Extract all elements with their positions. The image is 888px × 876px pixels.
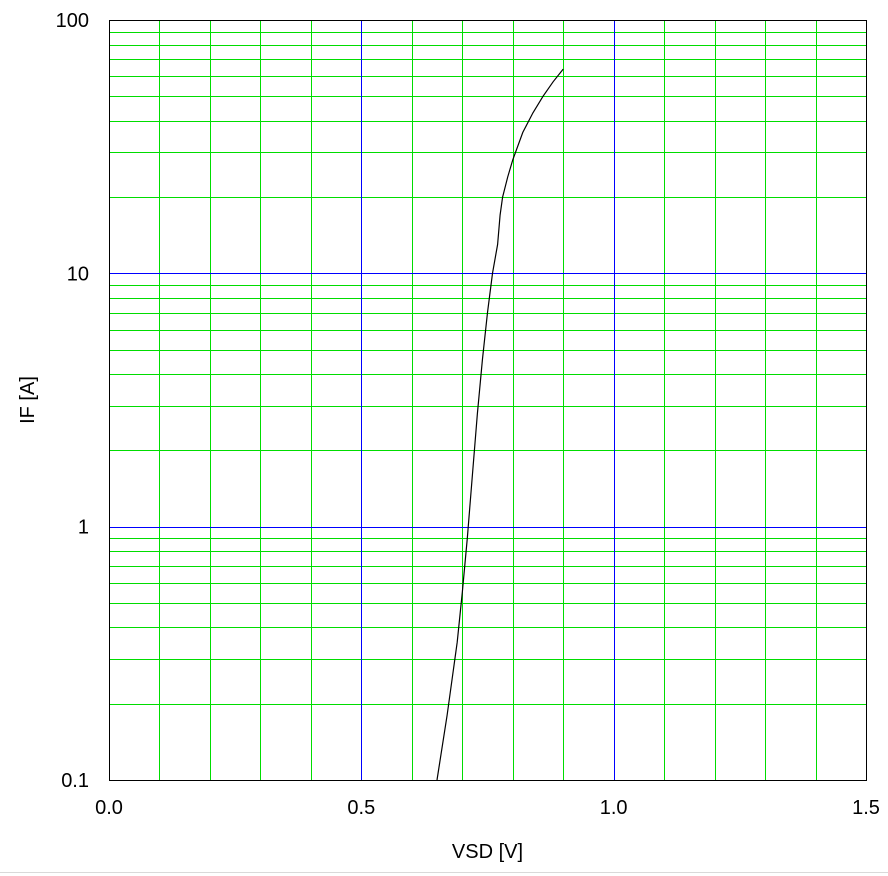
y-tick-label: 0.1 xyxy=(61,770,89,792)
x-tick-labels: 0.0 0.5 1.0 1.5 xyxy=(95,797,880,819)
x-axis-label: VSD [V] xyxy=(452,841,523,863)
plot-frame xyxy=(109,20,867,781)
y-tick-label: 10 xyxy=(67,263,89,285)
bottom-divider xyxy=(0,872,888,873)
y-tick-label: 100 xyxy=(56,10,89,32)
x-tick-label: 0.0 xyxy=(95,797,123,819)
y-tick-labels: 0.1 1 10 100 xyxy=(56,10,89,792)
series-layer xyxy=(436,68,564,781)
y-axis-label: IF [A] xyxy=(17,376,39,424)
major-grid xyxy=(109,20,866,780)
y-tick-label: 1 xyxy=(78,517,89,539)
minor-grid xyxy=(109,20,866,780)
x-tick-label: 0.5 xyxy=(347,797,375,819)
x-tick-label: 1.0 xyxy=(600,797,628,819)
series-line-0 xyxy=(436,68,564,781)
x-tick-label: 1.5 xyxy=(852,797,880,819)
